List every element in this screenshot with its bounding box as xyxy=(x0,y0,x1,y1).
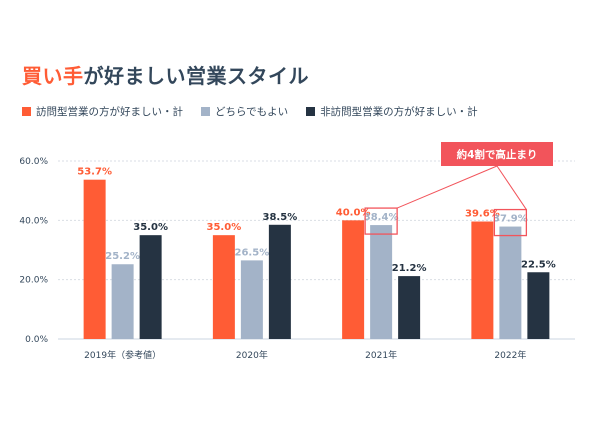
bar-0-1 xyxy=(111,264,134,339)
data-label: 40.0% xyxy=(336,207,371,218)
bar-2-2 xyxy=(398,276,421,339)
legend-label-either: どちらでもよい xyxy=(215,106,289,118)
data-label: 35.0% xyxy=(133,222,168,233)
bar-1-1 xyxy=(240,260,263,339)
y-tick-label: 0.0% xyxy=(25,335,48,345)
data-label: 26.5% xyxy=(235,247,270,258)
bar-1-2 xyxy=(268,224,291,339)
bar-0-0 xyxy=(83,179,106,339)
y-tick-label: 40.0% xyxy=(19,216,48,226)
highlight-box-0 xyxy=(364,207,398,235)
bar-2-0 xyxy=(342,220,365,339)
chart-title-accent: 買い手 xyxy=(22,64,84,88)
bar-3-1 xyxy=(499,226,522,339)
data-label: 37.9% xyxy=(493,214,528,225)
bar-1-0 xyxy=(212,235,235,339)
y-tick-label: 20.0% xyxy=(19,276,48,286)
data-label: 25.2% xyxy=(105,251,140,262)
legend-swatch-nonvisit xyxy=(306,107,316,116)
data-label: 35.0% xyxy=(207,222,242,233)
legend-swatch-visit xyxy=(22,107,31,116)
legend-item-either: どちらでもよい xyxy=(201,104,288,119)
x-category-label: 2019年（参考値） xyxy=(84,349,161,361)
legend-item-nonvisit: 非訪問型営業の方が好ましい・計 xyxy=(306,104,478,119)
legend-swatch-either xyxy=(201,107,210,116)
bar-0-2 xyxy=(139,235,162,339)
x-category-label: 2021年 xyxy=(365,349,397,361)
callout-box xyxy=(441,142,553,166)
legend-label-nonvisit: 非訪問型営業の方が好ましい・計 xyxy=(320,106,478,118)
callout-connector-1 xyxy=(496,165,527,210)
bar-3-0 xyxy=(471,221,494,339)
x-category-label: 2020年 xyxy=(236,349,268,361)
x-category-label: 2022年 xyxy=(494,349,526,361)
chart-title-rest: が好ましい営業スタイル xyxy=(83,64,309,88)
legend: 訪問型営業の方が好ましい・計 どちらでもよい 非訪問型営業の方が好ましい・計 xyxy=(22,104,478,119)
data-label: 53.7% xyxy=(77,167,112,178)
bar-3-2 xyxy=(527,272,550,339)
y-tick-label: 60.0% xyxy=(19,157,48,167)
callout-text: 約4割で高止まり xyxy=(457,148,538,161)
legend-item-visit: 訪問型営業の方が好ましい・計 xyxy=(22,104,183,119)
legend-label-visit: 訪問型営業の方が好ましい・計 xyxy=(36,106,183,118)
bar-2-1 xyxy=(370,225,393,339)
data-label: 38.4% xyxy=(364,212,399,223)
data-label: 38.5% xyxy=(263,212,298,223)
callout-connector-0 xyxy=(396,165,498,209)
data-label: 21.2% xyxy=(392,263,427,274)
highlight-box-1 xyxy=(493,208,528,237)
chart-title: 買い手が好ましい営業スタイル xyxy=(22,60,309,89)
data-label: 39.6% xyxy=(465,209,500,220)
data-label: 22.5% xyxy=(521,259,556,270)
